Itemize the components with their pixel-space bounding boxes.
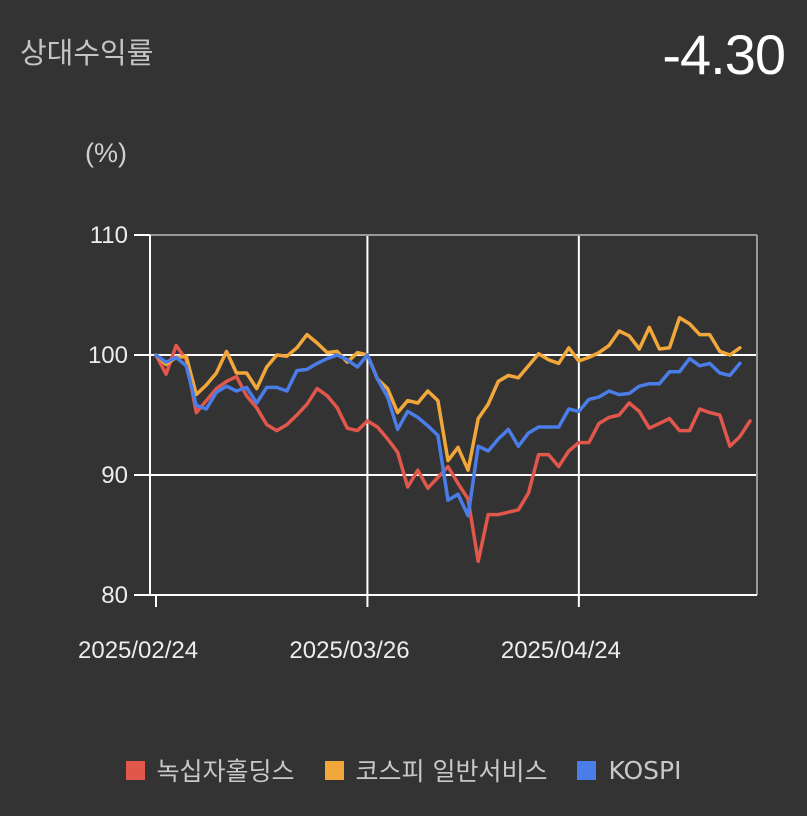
series-line-3 [154,353,742,518]
chart-title: 상대수익률 [20,36,154,70]
y-tick-label: 110 [90,222,128,249]
plot-frame [149,234,758,596]
x-tick-label: 2025/04/24 [501,637,621,664]
y-tick-label: 80 [101,582,128,609]
grid-lines [150,235,757,595]
x-tick-label: 2025/02/24 [78,637,198,664]
legend-swatch [324,760,344,780]
legend-swatch [125,760,145,780]
axes: 110 100 90 80 2025/02/24 2025/03/26 2025/04/24 [78,222,621,664]
series-lines [154,316,752,564]
y-tick-label: 100 [88,342,128,369]
legend-item: KOSPI [577,752,682,788]
legend-item: 코스피 일반서비스 [324,752,548,788]
legend-item: 녹십자홀딩스 [125,752,295,788]
y-tick-label: 90 [101,462,128,489]
relative-return-value: -4.30 [662,23,786,86]
x-tick-label: 2025/03/26 [289,637,409,664]
legend-label: 코스피 일반서비스 [355,757,548,786]
legend-swatch [577,760,597,780]
legend: 녹십자홀딩스 코스피 일반서비스 KOSPI [0,752,807,788]
series-line-1 [154,343,752,564]
legend-label: 녹십자홀딩스 [156,757,295,786]
legend-label: KOSPI [608,755,682,785]
series-line-2 [154,316,742,472]
y-axis-unit-label: (%) [85,138,127,168]
